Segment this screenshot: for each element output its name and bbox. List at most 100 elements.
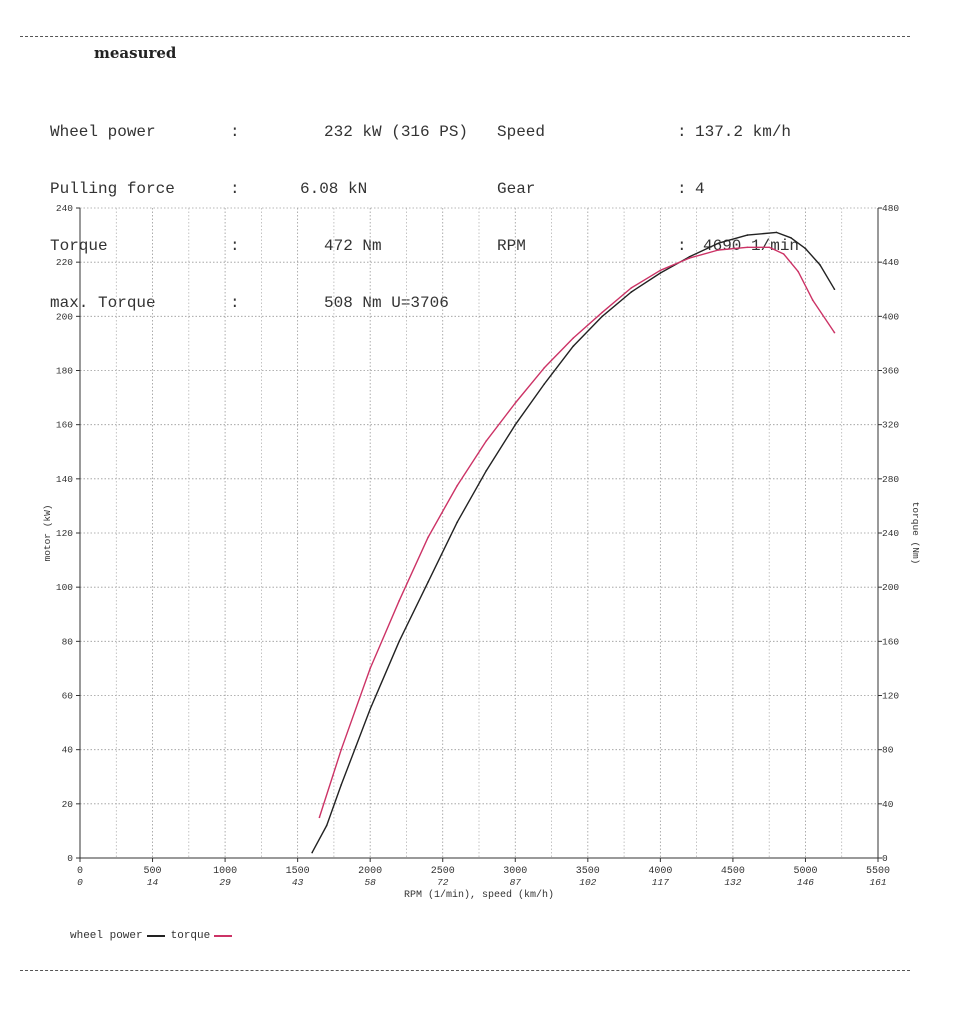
info-value: 508 Nm U=3706	[324, 294, 449, 312]
series-point-wheel-power	[543, 383, 546, 385]
series-point-torque	[514, 402, 517, 404]
info-row-max-torque: max. Torque : 508 Nm U=3706	[50, 294, 480, 313]
series-point-wheel-power	[790, 236, 792, 239]
series-point-wheel-power	[427, 580, 430, 583]
y-left-tick-label: 220	[56, 257, 73, 268]
y-left-tick-label: 20	[62, 799, 74, 810]
x-speed-label: 132	[724, 877, 741, 888]
series-point-torque	[768, 246, 770, 249]
info-value: 4690 1/min	[703, 237, 800, 255]
x-tick-label: 3000	[503, 866, 527, 877]
x-speed-label: 146	[797, 877, 814, 888]
series-point-torque	[427, 536, 430, 538]
x-speed-label: 102	[579, 877, 596, 888]
x-speed-label: 14	[147, 877, 159, 888]
info-row-pulling-force: Pulling force : 6.08 kN	[50, 180, 480, 199]
y-right-tick-label: 360	[882, 366, 899, 377]
series-point-torque	[688, 257, 691, 259]
y-right-tick-label: 80	[882, 745, 894, 756]
y-left-tick-label: 120	[56, 528, 73, 539]
y-right-tick-label: 160	[882, 636, 899, 647]
legend-label-torque: torque	[170, 930, 211, 942]
series-point-wheel-power	[340, 784, 342, 786]
info-value: 472 Nm	[324, 237, 382, 255]
info-label: Gear	[497, 180, 536, 198]
series-point-torque	[659, 269, 662, 272]
series-line-wheel-power	[311, 231, 836, 853]
info-colon: :	[230, 123, 240, 141]
legend-label-wheel-power: wheel power	[70, 930, 143, 942]
dyno-chart: 0204060801001201401601802002202400408012…	[42, 203, 921, 901]
info-row-torque: Torque : 472 Nm	[50, 237, 480, 256]
x-tick-label: 5000	[793, 866, 817, 877]
series-point-torque	[601, 311, 604, 314]
y-right-tick-label: 0	[882, 853, 888, 864]
info-value: 6.08 kN	[300, 180, 368, 198]
series-point-wheel-power	[485, 469, 488, 472]
series-point-wheel-power	[688, 255, 691, 258]
x-tick-label: 1500	[286, 866, 310, 877]
series-point-wheel-power	[717, 242, 720, 245]
series-point-torque	[717, 249, 720, 251]
x-tick-label: 3500	[576, 866, 600, 877]
legend-swatch-torque	[214, 935, 233, 937]
info-label: Torque	[50, 237, 108, 255]
x-tick-label: 2000	[358, 866, 382, 877]
info-label: Pulling force	[50, 180, 175, 198]
x-speed-label: 58	[364, 877, 376, 888]
y-right-tick-label: 280	[882, 474, 899, 485]
series-point-wheel-power	[746, 234, 749, 236]
x-tick-label: 4500	[721, 866, 745, 877]
series-point-wheel-power	[833, 288, 836, 291]
series-point-wheel-power	[804, 247, 807, 250]
x-tick-label: 2500	[431, 866, 455, 877]
series-point-wheel-power	[398, 640, 401, 643]
y-left-tick-label: 180	[56, 366, 73, 377]
info-colon: :	[677, 237, 687, 255]
info-label: RPM	[497, 237, 526, 255]
x-speed-label: 43	[292, 877, 304, 888]
x-speed-label: 0	[77, 877, 83, 888]
series-point-torque	[833, 331, 836, 334]
info-row-wheel-power: Wheel power : 232 kW (316 PS)	[50, 123, 480, 142]
x-tick-label: 0	[77, 866, 83, 877]
info-value: 137.2 km/h	[695, 123, 792, 141]
series-point-wheel-power	[354, 746, 357, 748]
info-label: Speed	[497, 123, 546, 141]
y-left-axis-title: motor (kW)	[42, 504, 53, 561]
x-axis-title: RPM (1/min), speed (km/h)	[404, 889, 554, 901]
chart-legend: wheel power torque	[70, 930, 238, 942]
legend-swatch-wheel-power	[146, 935, 165, 937]
x-tick-label: 500	[144, 866, 162, 877]
y-left-tick-label: 80	[62, 636, 74, 647]
y-right-tick-label: 240	[882, 528, 899, 539]
x-speed-label: 117	[652, 877, 669, 888]
y-left-tick-label: 240	[56, 203, 73, 214]
series-point-wheel-power	[456, 521, 459, 523]
info-row-rpm: RPM : 4690 1/min	[497, 237, 917, 256]
series-line-torque	[318, 246, 836, 818]
x-speed-label: 29	[219, 877, 231, 888]
series-point-torque	[340, 748, 342, 751]
series-point-torque	[782, 253, 785, 255]
series-point-torque	[797, 270, 799, 273]
series-point-wheel-power	[659, 272, 662, 274]
info-colon: :	[230, 180, 240, 198]
series-point-torque	[572, 337, 575, 339]
series-point-torque	[543, 366, 546, 369]
info-label: max. Torque	[50, 294, 156, 312]
y-left-tick-label: 100	[56, 582, 73, 593]
y-left-tick-label: 0	[67, 853, 73, 864]
top-divider	[20, 36, 910, 37]
y-left-tick-label: 140	[56, 474, 73, 485]
series-point-torque	[369, 667, 371, 670]
series-point-torque	[456, 484, 459, 487]
series-point-wheel-power	[325, 824, 328, 827]
y-right-tick-label: 480	[882, 203, 899, 214]
y-right-tick-label: 400	[882, 311, 899, 322]
series-point-torque	[318, 816, 321, 819]
info-value: 4	[695, 180, 705, 198]
series-point-torque	[811, 299, 814, 301]
series-point-wheel-power	[630, 291, 633, 293]
series-point-torque	[485, 440, 488, 442]
